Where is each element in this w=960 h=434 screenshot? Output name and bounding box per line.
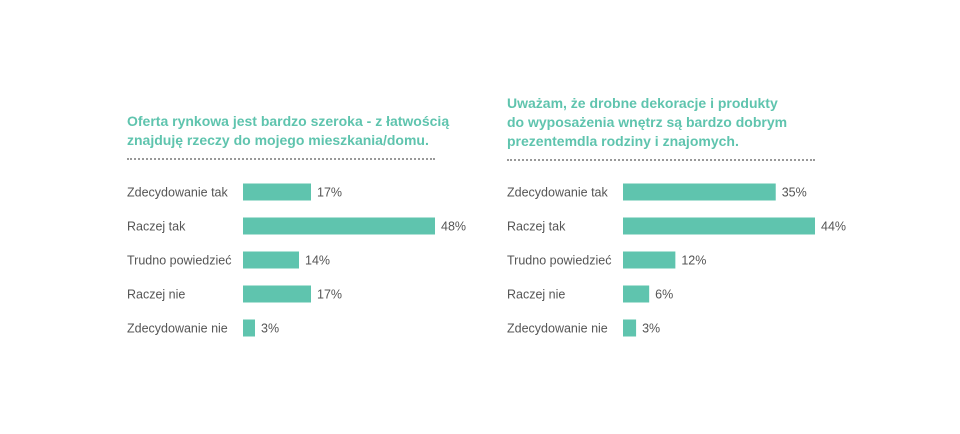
category-label: Zdecydowanie nie xyxy=(127,322,228,336)
category-label: Zdecydowanie nie xyxy=(507,322,608,336)
category-label: Raczej nie xyxy=(507,288,565,302)
bar xyxy=(623,285,650,303)
category-label: Raczej tak xyxy=(507,220,566,234)
title-divider xyxy=(507,159,815,161)
category-label: Zdecydowanie tak xyxy=(127,186,229,200)
value-label: 6% xyxy=(655,288,673,302)
value-label: 48% xyxy=(441,220,466,234)
bar xyxy=(623,217,815,235)
value-label: 12% xyxy=(681,254,706,268)
value-label: 35% xyxy=(782,186,807,200)
bar xyxy=(243,251,299,269)
bar xyxy=(243,319,255,337)
category-label: Trudno powiedzieć xyxy=(507,254,611,268)
chart-title-line: do wyposażenia wnętrz są bardzo dobrym xyxy=(507,114,788,130)
chart-panel-left: Oferta rynkowa jest bardzo szeroka - z ł… xyxy=(127,112,487,337)
value-label: 3% xyxy=(642,322,660,336)
category-label: Zdecydowanie tak xyxy=(507,186,609,200)
chart-title-line: Oferta rynkowa jest bardzo szeroka - z ł… xyxy=(127,113,450,129)
value-label: 17% xyxy=(317,186,342,200)
category-label: Trudno powiedzieć xyxy=(127,254,231,268)
value-label: 44% xyxy=(821,220,846,234)
category-label: Raczej nie xyxy=(127,288,185,302)
category-label: Raczej tak xyxy=(127,220,186,234)
bar xyxy=(623,251,676,269)
bar xyxy=(243,217,435,235)
title-divider xyxy=(127,158,435,160)
bar-chart: Zdecydowanie tak 17% Raczej tak 48% Trudno p… xyxy=(127,183,466,337)
value-label: 3% xyxy=(261,322,279,336)
bar-chart: Zdecydowanie tak 35% Raczej tak 44% Trudno p… xyxy=(507,183,846,337)
bar xyxy=(243,285,311,303)
bar xyxy=(623,183,776,201)
value-label: 14% xyxy=(305,254,330,268)
chart-title-line: prezentemdla rodziny i znajomych. xyxy=(507,133,739,149)
chart-title-line: Uważam, że drobne dekoracje i produkty xyxy=(507,95,778,111)
chart-panel-right: Uważam, że drobne dekoracje i produkty d… xyxy=(507,94,867,337)
bar xyxy=(623,319,637,337)
chart-title: Uważam, że drobne dekoracje i produkty d… xyxy=(507,94,867,151)
chart-title-line: znajduję rzeczy do mojego mieszkania/dom… xyxy=(127,132,429,148)
chart-title: Oferta rynkowa jest bardzo szeroka - z ł… xyxy=(127,112,487,150)
bar xyxy=(243,183,311,201)
value-label: 17% xyxy=(317,288,342,302)
